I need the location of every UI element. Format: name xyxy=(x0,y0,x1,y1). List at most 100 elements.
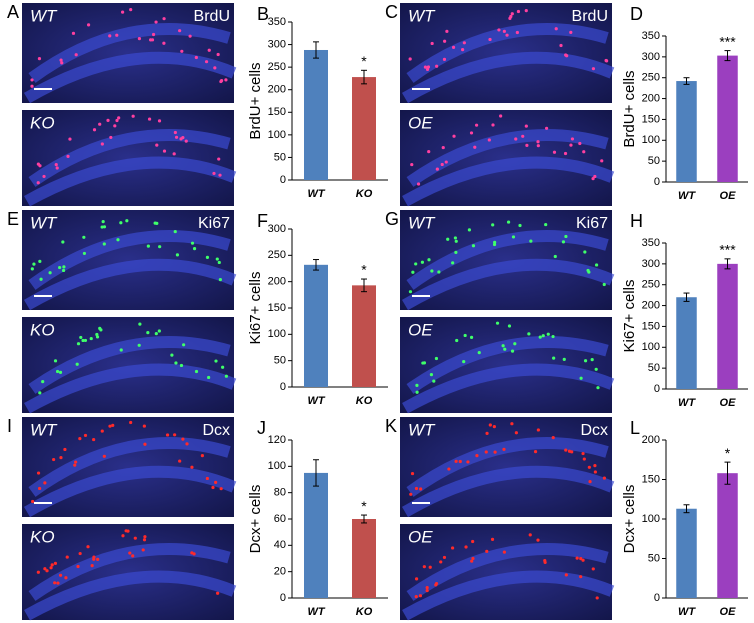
labeled-cell xyxy=(435,167,439,171)
labeled-cell xyxy=(415,390,419,394)
labeled-cell xyxy=(109,135,113,140)
labeled-cell xyxy=(154,20,158,24)
labeled-cell xyxy=(83,433,88,438)
labeled-cell xyxy=(569,30,573,34)
genotype-label: WT xyxy=(30,6,58,25)
labeled-cell xyxy=(137,343,141,347)
labeled-cell xyxy=(143,442,147,446)
labeled-cell xyxy=(425,586,429,590)
labeled-cell xyxy=(467,228,472,232)
labeled-cell xyxy=(508,16,512,20)
labeled-cell xyxy=(564,448,568,452)
x-tick-label: OE xyxy=(720,397,737,409)
y-tick-label: 350 xyxy=(268,16,286,28)
labeled-cell xyxy=(439,560,443,564)
significance: * xyxy=(725,445,731,461)
labeled-cell xyxy=(190,241,195,245)
x-tick-label: KO xyxy=(356,606,373,618)
labeled-cell xyxy=(95,332,99,337)
y-tick-label: 200 xyxy=(642,434,660,446)
labeled-cell xyxy=(541,334,545,338)
labeled-cell xyxy=(89,336,93,341)
y-tick-label: 200 xyxy=(268,276,286,288)
labeled-cell xyxy=(36,570,40,574)
labeled-cell xyxy=(502,29,506,33)
labeled-cell xyxy=(582,457,586,461)
genotype-label: OE xyxy=(408,320,433,339)
bar xyxy=(352,285,376,387)
labeled-cell xyxy=(55,166,59,170)
labeled-cell xyxy=(146,244,150,248)
labeled-cell xyxy=(565,54,569,58)
labeled-cell xyxy=(48,271,52,275)
labeled-cell xyxy=(58,573,63,577)
labeled-cell xyxy=(179,363,184,368)
labeled-cell xyxy=(188,34,192,38)
labeled-cell xyxy=(101,219,105,224)
labeled-cell xyxy=(184,139,188,143)
labeled-cell xyxy=(224,78,228,82)
labeled-cell xyxy=(224,374,228,378)
labeled-cell xyxy=(591,177,595,181)
y-tick-label: 150 xyxy=(268,302,286,314)
panel-letter: A xyxy=(7,2,19,22)
y-tick-label: 120 xyxy=(268,434,286,446)
labeled-cell xyxy=(83,338,88,343)
granule-layer xyxy=(402,363,615,414)
labeled-cell xyxy=(410,471,415,476)
y-tick-label: 40 xyxy=(274,539,286,551)
labeled-cell xyxy=(596,386,600,390)
labeled-cell xyxy=(117,116,121,120)
significance: * xyxy=(361,498,367,514)
labeled-cell xyxy=(120,10,125,14)
error-bar xyxy=(361,69,367,85)
significance: * xyxy=(361,53,367,69)
labeled-cell xyxy=(552,356,556,360)
labeled-cell xyxy=(524,9,528,13)
y-tick-label: 50 xyxy=(648,552,660,564)
labeled-cell xyxy=(194,369,199,374)
labeled-cell xyxy=(507,324,512,328)
labeled-cell xyxy=(562,357,566,361)
labeled-cell xyxy=(587,270,591,274)
labeled-cell xyxy=(30,267,34,271)
labeled-cell xyxy=(76,342,81,346)
labeled-cell xyxy=(553,254,557,259)
labeled-cell xyxy=(443,39,447,43)
genotype-label: WT xyxy=(408,6,436,25)
labeled-cell xyxy=(82,251,87,256)
labeled-cell xyxy=(416,182,421,186)
labeled-cell xyxy=(211,485,215,490)
labeled-cell xyxy=(207,375,211,380)
labeled-cell xyxy=(53,561,58,565)
labeled-cell xyxy=(45,569,49,573)
granule-layer xyxy=(28,437,231,497)
labeled-cell xyxy=(492,242,497,247)
error-bar xyxy=(361,278,367,293)
labeled-cell xyxy=(427,149,431,154)
labeled-cell xyxy=(408,57,412,61)
labeled-cell xyxy=(491,123,495,127)
labeled-cell xyxy=(60,61,64,65)
y-tick-label: 0 xyxy=(280,381,286,393)
y-tick-label: 100 xyxy=(642,341,660,353)
labeled-cell xyxy=(583,359,588,363)
stain-label: Ki67 xyxy=(198,215,230,232)
x-tick-label: KO xyxy=(356,188,373,200)
panel-letter: L xyxy=(630,418,640,438)
genotype-label: KO xyxy=(30,113,55,132)
x-tick-label: WT xyxy=(678,606,696,618)
labeled-cell xyxy=(31,499,35,504)
labeled-cell xyxy=(95,335,100,339)
labeled-cell xyxy=(102,225,107,229)
y-tick-label: 200 xyxy=(642,299,660,311)
labeled-cell xyxy=(214,359,218,363)
labeled-cell xyxy=(492,425,496,429)
labeled-cell xyxy=(521,134,525,138)
labeled-cell xyxy=(146,331,150,335)
panel-letter: C xyxy=(385,2,398,22)
labeled-cell xyxy=(86,23,91,27)
labeled-cell xyxy=(514,431,518,435)
significance: *** xyxy=(719,33,736,49)
labeled-cell xyxy=(175,253,180,257)
